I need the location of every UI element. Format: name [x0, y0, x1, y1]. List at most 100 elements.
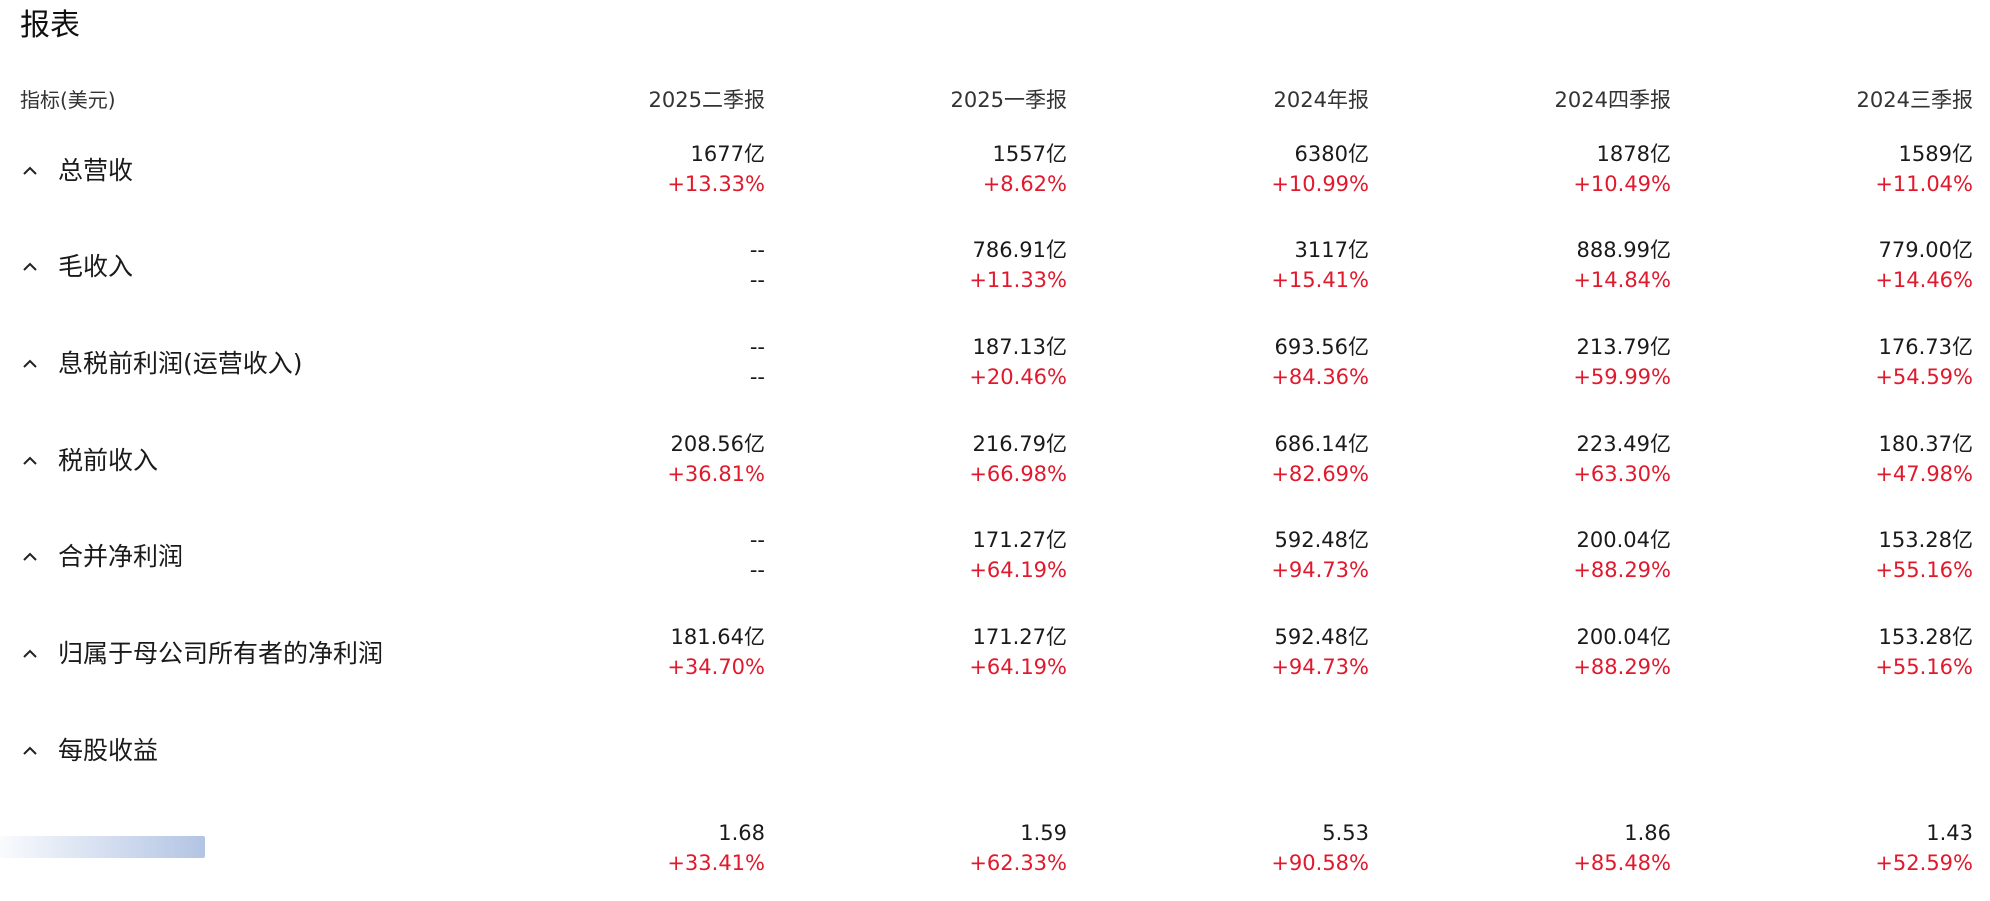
row-toggle-ebit[interactable]: 息税前利润(运营收入) — [20, 344, 303, 384]
cell-change: +10.99% — [1271, 172, 1369, 196]
table-cell: 187.13亿 +20.46% — [807, 332, 1067, 392]
cell-change: +11.04% — [1875, 172, 1973, 196]
cell-value: 1.43 — [1926, 821, 1973, 845]
column-header-2024-q3[interactable]: 2024三季报 — [1856, 88, 1973, 112]
row-label: 归属于母公司所有者的净利润 — [58, 639, 384, 668]
cell-value: 3117亿 — [1294, 238, 1369, 262]
cell-value: 786.91亿 — [972, 238, 1067, 262]
column-header-2024-annual[interactable]: 2024年报 — [1273, 88, 1369, 112]
cell-change: +11.33% — [969, 268, 1067, 292]
table-cell: 592.48亿 +94.73% — [1109, 622, 1369, 682]
cell-change: +90.58% — [1271, 851, 1369, 875]
cell-value: 1.59 — [1020, 821, 1067, 845]
cell-value: 216.79亿 — [972, 432, 1067, 456]
table-row-pretax-income: 税前收入 208.56亿 +36.81% 216.79亿 +66.98% 686.14亿 +… — [0, 432, 1990, 517]
cell-value: 153.28亿 — [1878, 625, 1973, 649]
cell-change: +84.36% — [1271, 365, 1369, 389]
table-row-eps-sub: 1.68 +33.41% 1.59 +62.33% 5.53 +90.58% 1.86 +85… — [0, 818, 1990, 898]
table-cell: 6380亿 +10.99% — [1109, 139, 1369, 199]
cell-value: 1.68 — [718, 821, 765, 845]
table-cell: 1.86 +85.48% — [1411, 818, 1671, 878]
table-cell: 200.04亿 +88.29% — [1411, 525, 1671, 585]
table-cell: 1.59 +62.33% — [807, 818, 1067, 878]
table-cell: 5.53 +90.58% — [1109, 818, 1369, 878]
cell-change: +14.84% — [1573, 268, 1671, 292]
cell-value: 181.64亿 — [670, 625, 765, 649]
table-cell: 686.14亿 +82.69% — [1109, 429, 1369, 489]
cell-change: +85.48% — [1573, 851, 1671, 875]
table-row-net-income-to-parent: 归属于母公司所有者的净利润 181.64亿 +34.70% 171.27亿 +64.19… — [0, 625, 1990, 710]
cell-change: +63.30% — [1573, 462, 1671, 486]
cell-value: 200.04亿 — [1576, 625, 1671, 649]
chevron-up-icon — [23, 649, 37, 658]
table-cell: 223.49亿 +63.30% — [1411, 429, 1671, 489]
cell-value: 213.79亿 — [1576, 335, 1671, 359]
row-label: 每股收益 — [58, 736, 159, 765]
cell-value: 592.48亿 — [1274, 625, 1369, 649]
cell-change: +15.41% — [1271, 268, 1369, 292]
chevron-up-icon — [23, 262, 37, 271]
chevron-up-icon — [23, 746, 37, 755]
row-toggle-total-revenue[interactable]: 总营收 — [20, 151, 133, 191]
row-label: 总营收 — [58, 156, 134, 185]
page-title: 报表 — [20, 8, 80, 43]
cell-change: +64.19% — [969, 558, 1067, 582]
cell-change: +59.99% — [1573, 365, 1671, 389]
indicator-column-header: 指标(美元) — [20, 88, 116, 112]
chevron-up-icon — [23, 456, 37, 465]
cell-change: +62.33% — [969, 851, 1067, 875]
row-toggle-consolidated-net-income[interactable]: 合并净利润 — [20, 537, 183, 577]
cell-change: +88.29% — [1573, 655, 1671, 679]
cell-value: 1878亿 — [1596, 142, 1671, 166]
row-toggle-gross-income[interactable]: 毛收入 — [20, 247, 133, 287]
cell-change: +14.46% — [1875, 268, 1973, 292]
row-label: 合并净利润 — [58, 542, 184, 571]
row-toggle-eps[interactable]: 每股收益 — [20, 731, 158, 771]
table-cell: 176.73亿 +54.59% — [1713, 332, 1973, 392]
table-cell: 1677亿 +13.33% — [505, 139, 765, 199]
table-row-gross-income: 毛收入 -- -- 786.91亿 +11.33% 3117亿 +15.41% 888.99亿… — [0, 238, 1990, 323]
column-header-2025-q2[interactable]: 2025二季报 — [648, 88, 765, 112]
table-cell: 779.00亿 +14.46% — [1713, 235, 1973, 295]
row-toggle-net-income-to-parent[interactable]: 归属于母公司所有者的净利润 — [20, 634, 383, 674]
cell-value: 592.48亿 — [1274, 528, 1369, 552]
cell-value: 223.49亿 — [1576, 432, 1671, 456]
cell-value: 208.56亿 — [670, 432, 765, 456]
cell-change: +88.29% — [1573, 558, 1671, 582]
table-cell: 3117亿 +15.41% — [1109, 235, 1369, 295]
cell-value: 686.14亿 — [1274, 432, 1369, 456]
cell-change: +13.33% — [667, 172, 765, 196]
cell-value: 180.37亿 — [1878, 432, 1973, 456]
chevron-up-icon — [23, 166, 37, 175]
eps-sub-label-obscured — [0, 836, 205, 858]
row-toggle-pretax-income[interactable]: 税前收入 — [20, 441, 158, 481]
cell-change: +10.49% — [1573, 172, 1671, 196]
column-header-2024-q4[interactable]: 2024四季报 — [1554, 88, 1671, 112]
table-cell: 592.48亿 +94.73% — [1109, 525, 1369, 585]
cell-value: 171.27亿 — [972, 528, 1067, 552]
cell-value: -- — [749, 528, 765, 552]
table-cell: 153.28亿 +55.16% — [1713, 622, 1973, 682]
table-cell: 786.91亿 +11.33% — [807, 235, 1067, 295]
cell-change: +54.59% — [1875, 365, 1973, 389]
cell-change: +82.69% — [1271, 462, 1369, 486]
cell-value: 176.73亿 — [1878, 335, 1973, 359]
cell-value: 1677亿 — [690, 142, 765, 166]
table-cell: 1.43 +52.59% — [1713, 818, 1973, 878]
cell-value: 153.28亿 — [1878, 528, 1973, 552]
table-cell: 1557亿 +8.62% — [807, 139, 1067, 199]
table-row-ebit: 息税前利润(运营收入) -- -- 187.13亿 +20.46% 693.56亿 +84.… — [0, 335, 1990, 420]
table-cell: 180.37亿 +47.98% — [1713, 429, 1973, 489]
cell-value: 1589亿 — [1898, 142, 1973, 166]
cell-change: +66.98% — [969, 462, 1067, 486]
table-cell: 1589亿 +11.04% — [1713, 139, 1973, 199]
cell-change: +8.62% — [982, 172, 1067, 196]
row-label: 毛收入 — [58, 252, 134, 281]
table-cell: -- -- — [505, 525, 765, 585]
table-cell: 1878亿 +10.49% — [1411, 139, 1671, 199]
cell-value: 1.86 — [1624, 821, 1671, 845]
cell-change: +64.19% — [969, 655, 1067, 679]
table-row-eps: 每股收益 — [0, 727, 1990, 807]
table-cell: 888.99亿 +14.84% — [1411, 235, 1671, 295]
column-header-2025-q1[interactable]: 2025一季报 — [950, 88, 1067, 112]
